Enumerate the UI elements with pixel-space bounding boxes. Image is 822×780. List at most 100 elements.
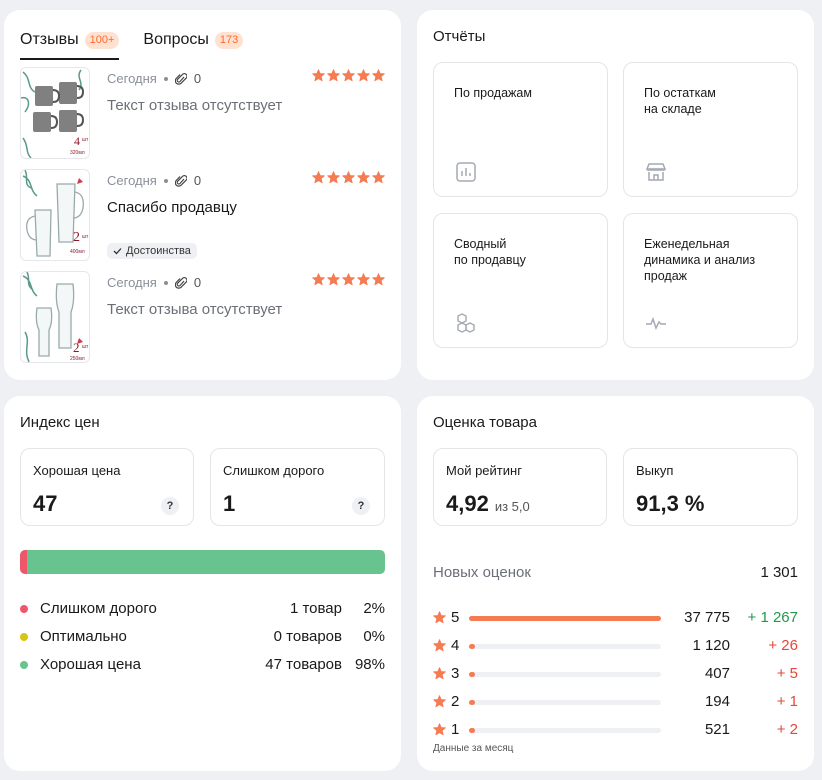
star-icon <box>312 273 325 286</box>
segment-too-expensive <box>20 550 28 574</box>
rating-count: 1 120 <box>692 637 730 654</box>
rating-bar-track <box>469 728 661 733</box>
my-rating-stat[interactable]: Мой рейтинг 4,92 из 5,0 <box>433 448 607 526</box>
report-label: Еженедельная динамика и анализ продаж <box>644 237 756 283</box>
star-icon <box>327 171 340 184</box>
reports-card: Отчёты По продажам По остаткам на складе… <box>417 10 814 380</box>
help-icon[interactable]: ? <box>161 497 179 515</box>
review-stars <box>312 69 385 82</box>
legend-dot <box>20 661 28 669</box>
star-icon <box>357 171 370 184</box>
reviews-tabs: Отзывы 100+ Вопросы 173 <box>20 20 267 60</box>
advantages-tag[interactable]: Достоинства <box>107 243 197 259</box>
price-distribution-bar <box>20 550 385 574</box>
review-date: Сегодня <box>107 71 157 86</box>
report-sales[interactable]: По продажам <box>433 62 608 197</box>
stat-label: Хорошая цена <box>33 463 121 478</box>
thumb-volume: 250мл <box>70 356 85 362</box>
report-seller-summary[interactable]: Сводный по продавцу <box>433 213 608 348</box>
rating-delta: + 5 <box>776 665 798 682</box>
star-icon <box>433 611 446 624</box>
rating-stars-number: 1 <box>451 721 460 738</box>
review-item[interactable]: 2 шт 250мл Сегодня 0 Текст отзыва отсутс… <box>20 271 385 363</box>
rating-bar-fill <box>469 728 475 733</box>
star-icon <box>342 273 355 286</box>
rating-stars-number: 2 <box>451 693 460 710</box>
star-icon <box>357 273 370 286</box>
rating-count: 521 <box>704 721 730 738</box>
rating-stars-number: 4 <box>451 637 460 654</box>
thumb-unit: шт <box>82 344 89 350</box>
report-label: По остаткам на складе <box>644 86 716 116</box>
tab-questions[interactable]: Вопросы 173 <box>143 20 244 60</box>
buyout-stat[interactable]: Выкуп 91,3 % <box>623 448 798 526</box>
rating-bar-fill <box>469 616 661 621</box>
paperclip-icon <box>174 73 187 85</box>
star-icon <box>312 171 325 184</box>
report-weekly-dynamics[interactable]: Еженедельная динамика и анализ продаж <box>623 213 798 348</box>
star-icon <box>433 667 446 680</box>
thumb-count: 4 <box>74 134 80 148</box>
stat-value: 47 <box>33 491 58 516</box>
stat-value: 4,92 из 5,0 <box>446 491 530 517</box>
product-thumbnail[interactable]: 2 шт 400мл <box>20 169 90 261</box>
rating-bar-fill <box>469 672 475 677</box>
bar-chart-icon <box>456 162 476 182</box>
rating-row-3: 3 407 + 5 <box>433 664 798 684</box>
review-meta: Сегодня 0 <box>107 173 201 188</box>
legend-count: 1 товар <box>289 600 342 617</box>
reports-title: Отчёты <box>433 28 486 45</box>
rating-bar-track <box>469 616 661 621</box>
thumb-unit: шт <box>82 137 89 143</box>
thumb-count: 2 <box>73 230 80 245</box>
stat-label: Выкуп <box>636 463 674 478</box>
separator-dot <box>163 76 168 81</box>
legend-name: Оптимально <box>40 628 127 645</box>
legend-dot <box>20 605 28 613</box>
pulse-icon <box>646 316 666 330</box>
separator-dot <box>163 178 168 183</box>
rating-count: 407 <box>704 665 730 682</box>
review-item[interactable]: 2 шт 400мл Сегодня 0 Спасибо продавцу До… <box>20 169 385 261</box>
product-thumbnail[interactable]: 2 шт 250мл <box>20 271 90 363</box>
legend-percent: 2% <box>363 600 385 617</box>
new-ratings-value: 1 301 <box>760 564 798 581</box>
star-icon <box>342 69 355 82</box>
star-icon <box>327 69 340 82</box>
review-item[interactable]: 4 шт 320мл Сегодня 0 Текст отзыва отсутс… <box>20 67 385 159</box>
rating-bar-track <box>469 644 661 649</box>
product-rating-card: Оценка товара Мой рейтинг 4,92 из 5,0 Вык… <box>417 396 814 771</box>
reviews-count-badge: 100+ <box>84 31 120 49</box>
stat-label: Слишком дорого <box>223 463 325 478</box>
review-date: Сегодня <box>107 275 157 290</box>
legend-percent: 98% <box>354 656 385 673</box>
rating-delta: + 2 <box>776 721 798 738</box>
product-thumbnail[interactable]: 4 шт 320мл <box>20 67 90 159</box>
thumb-unit: шт <box>82 234 89 240</box>
rating-row-2: 2 194 + 1 <box>433 692 798 712</box>
star-icon <box>433 695 446 708</box>
legend-optimal: Оптимально 0 товаров 0% <box>20 627 385 647</box>
tab-questions-label: Вопросы <box>143 31 209 48</box>
paperclip-icon <box>174 175 187 187</box>
rating-count: 37 775 <box>684 609 730 626</box>
legend-good-price: Хорошая цена 47 товаров 98% <box>20 655 385 675</box>
beer-mugs-image <box>22 170 84 257</box>
help-icon[interactable]: ? <box>352 497 370 515</box>
review-meta: Сегодня 0 <box>107 71 201 86</box>
star-icon <box>372 171 385 184</box>
legend-name: Слишком дорого <box>40 600 157 617</box>
good-price-stat[interactable]: Хорошая цена 47 ? <box>20 448 194 526</box>
rating-delta: + 1 267 <box>747 609 798 626</box>
tab-reviews[interactable]: Отзывы 100+ <box>20 20 120 60</box>
star-icon <box>327 273 340 286</box>
report-stock[interactable]: По остаткам на складе <box>623 62 798 197</box>
review-meta: Сегодня 0 <box>107 275 201 290</box>
data-period-note: Данные за месяц <box>433 743 514 754</box>
cubes-icon <box>457 313 475 333</box>
review-text: Спасибо продавцу <box>107 199 237 216</box>
too-expensive-stat[interactable]: Слишком дорого 1 ? <box>210 448 385 526</box>
separator-dot <box>163 280 168 285</box>
rating-bar-fill <box>469 700 475 705</box>
rating-delta: + 1 <box>776 693 798 710</box>
